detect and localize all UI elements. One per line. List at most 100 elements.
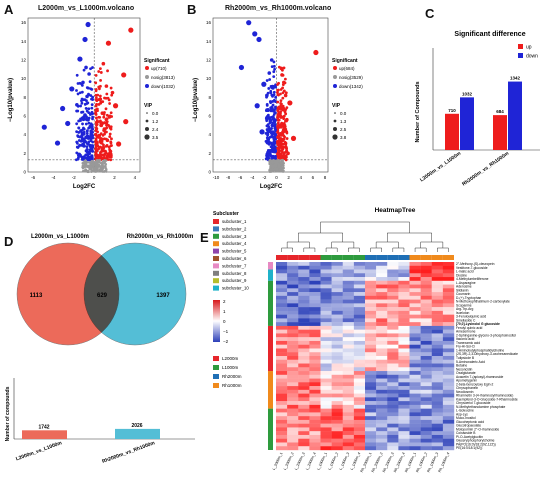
- heatmap-cell: [442, 344, 455, 349]
- heatmap-cell: [398, 265, 410, 270]
- heatmap-cell: [309, 389, 321, 394]
- heatmap-cell: [298, 438, 310, 443]
- heatmap-cell: [342, 340, 355, 345]
- group-swatch: [213, 365, 219, 370]
- heatmap-cell: [365, 262, 377, 266]
- heatmap-cell: [276, 340, 288, 345]
- heatmap-cell: [287, 371, 299, 375]
- heatmap-cell: [376, 325, 388, 330]
- heatmap-cell: [287, 423, 299, 428]
- bar-c-title: Significant difference: [454, 31, 525, 38]
- volcano-point: [281, 106, 286, 111]
- volcano-point: [265, 119, 269, 123]
- heatmap-cell: [376, 299, 388, 304]
- heatmap-cell: [287, 325, 299, 330]
- heatmap-cell: [409, 310, 421, 315]
- compound-label: Fry-Hi-Ssi-Ci: [456, 345, 475, 349]
- volcano-point: [82, 130, 86, 134]
- heatmap-cell: [387, 363, 399, 368]
- vip-size-swatch: [334, 112, 336, 114]
- volcano-point: [104, 107, 108, 111]
- heatmap-cell: [420, 273, 432, 278]
- volcano-point: [280, 73, 284, 77]
- heatmap-cell: [320, 299, 332, 304]
- heatmap-cell: [342, 427, 355, 432]
- heatmap-cell: [409, 314, 421, 319]
- bar-c-down: [508, 81, 522, 150]
- heatmap-cell: [309, 288, 321, 293]
- volcano-point: [79, 129, 83, 133]
- volcano-point: [276, 121, 280, 125]
- heatmap-cell: [320, 431, 332, 436]
- heatmap-cell: [320, 393, 332, 398]
- compound-label: Chrysoeriol 7-glucoside: [456, 401, 491, 405]
- heatmap-cell: [353, 269, 366, 274]
- subcluster-swatch: [213, 270, 219, 276]
- heatmap-cell: [353, 371, 366, 375]
- heatmap-cell: [309, 446, 321, 451]
- heatmap-cell: [320, 314, 332, 319]
- heatmap-cell: [387, 337, 399, 342]
- heatmap-cell: [331, 416, 343, 421]
- heatmap-cell: [342, 408, 355, 413]
- heatmap-cell: [398, 434, 410, 439]
- heatmap-cell: [387, 307, 399, 312]
- volcano-point: [271, 142, 275, 145]
- compound-label: L-Isoleucine: [456, 409, 474, 413]
- heatmap-cell: [298, 423, 310, 428]
- heatmap-cell: [420, 419, 432, 424]
- heatmap-cell: [409, 438, 421, 443]
- heatmap-cell: [387, 446, 399, 451]
- volcano-point: [94, 89, 98, 93]
- volcano-point: [271, 100, 275, 103]
- heatmap-cell: [353, 307, 366, 312]
- volcano-point: [110, 137, 113, 141]
- heatmap-cell: [331, 446, 343, 451]
- heatmap-cell: [320, 344, 332, 349]
- heatmap-cell: [342, 423, 355, 428]
- vip-size-swatch: [146, 112, 148, 114]
- volcano-point: [266, 114, 269, 118]
- heatmap-cell: [331, 295, 343, 300]
- heatmap-cell: [353, 446, 366, 451]
- legend-label: down(1342): [339, 84, 363, 89]
- volcano-point: [104, 144, 108, 148]
- heatmap-cell: [298, 442, 310, 447]
- volcano-point: [77, 119, 81, 123]
- heatmap-cell: [387, 416, 399, 421]
- heatmap-cell: [420, 322, 432, 327]
- heatmap-cell: [442, 378, 455, 383]
- heatmap-cell: [398, 442, 410, 447]
- vip-label: 3.8: [340, 135, 347, 140]
- volcano-point: [276, 130, 280, 134]
- volcano-point: [276, 124, 279, 128]
- volcano-point: [105, 40, 112, 46]
- heatmap-cell: [309, 265, 321, 270]
- venn-circle-b: [83, 242, 187, 346]
- compound-label: 1-Aminobutylphosphatidylcholine: [456, 348, 504, 352]
- heatmap-cell: [353, 404, 366, 409]
- heatmap-cell: [298, 265, 310, 270]
- volcano-point: [238, 64, 245, 71]
- heatmap-cell: [442, 333, 455, 338]
- volcano-point: [276, 159, 281, 163]
- group-bar-cell: [409, 255, 421, 260]
- volcano-point: [283, 123, 287, 127]
- legend-label: down(1032): [151, 84, 175, 89]
- heatmap-cell: [365, 340, 377, 345]
- volcano-point: [271, 154, 274, 158]
- panel-label-a: A: [4, 2, 14, 17]
- heatmap-cell: [442, 416, 455, 421]
- volcano-point: [102, 170, 105, 173]
- volcano-point: [105, 120, 109, 124]
- heatmap-cell: [287, 404, 299, 409]
- compound-label: Ferulyl quinic acid: [456, 326, 483, 330]
- x-tick-label: 2: [287, 175, 290, 180]
- volcano-point: [274, 95, 278, 99]
- heatmap-cell: [298, 273, 310, 278]
- heatmap-cell: [276, 303, 288, 308]
- heatmap-cell: [287, 401, 299, 406]
- heatmap-cell: [320, 363, 332, 368]
- heatmap-cell: [365, 310, 377, 315]
- heatmap-cell: [287, 446, 299, 451]
